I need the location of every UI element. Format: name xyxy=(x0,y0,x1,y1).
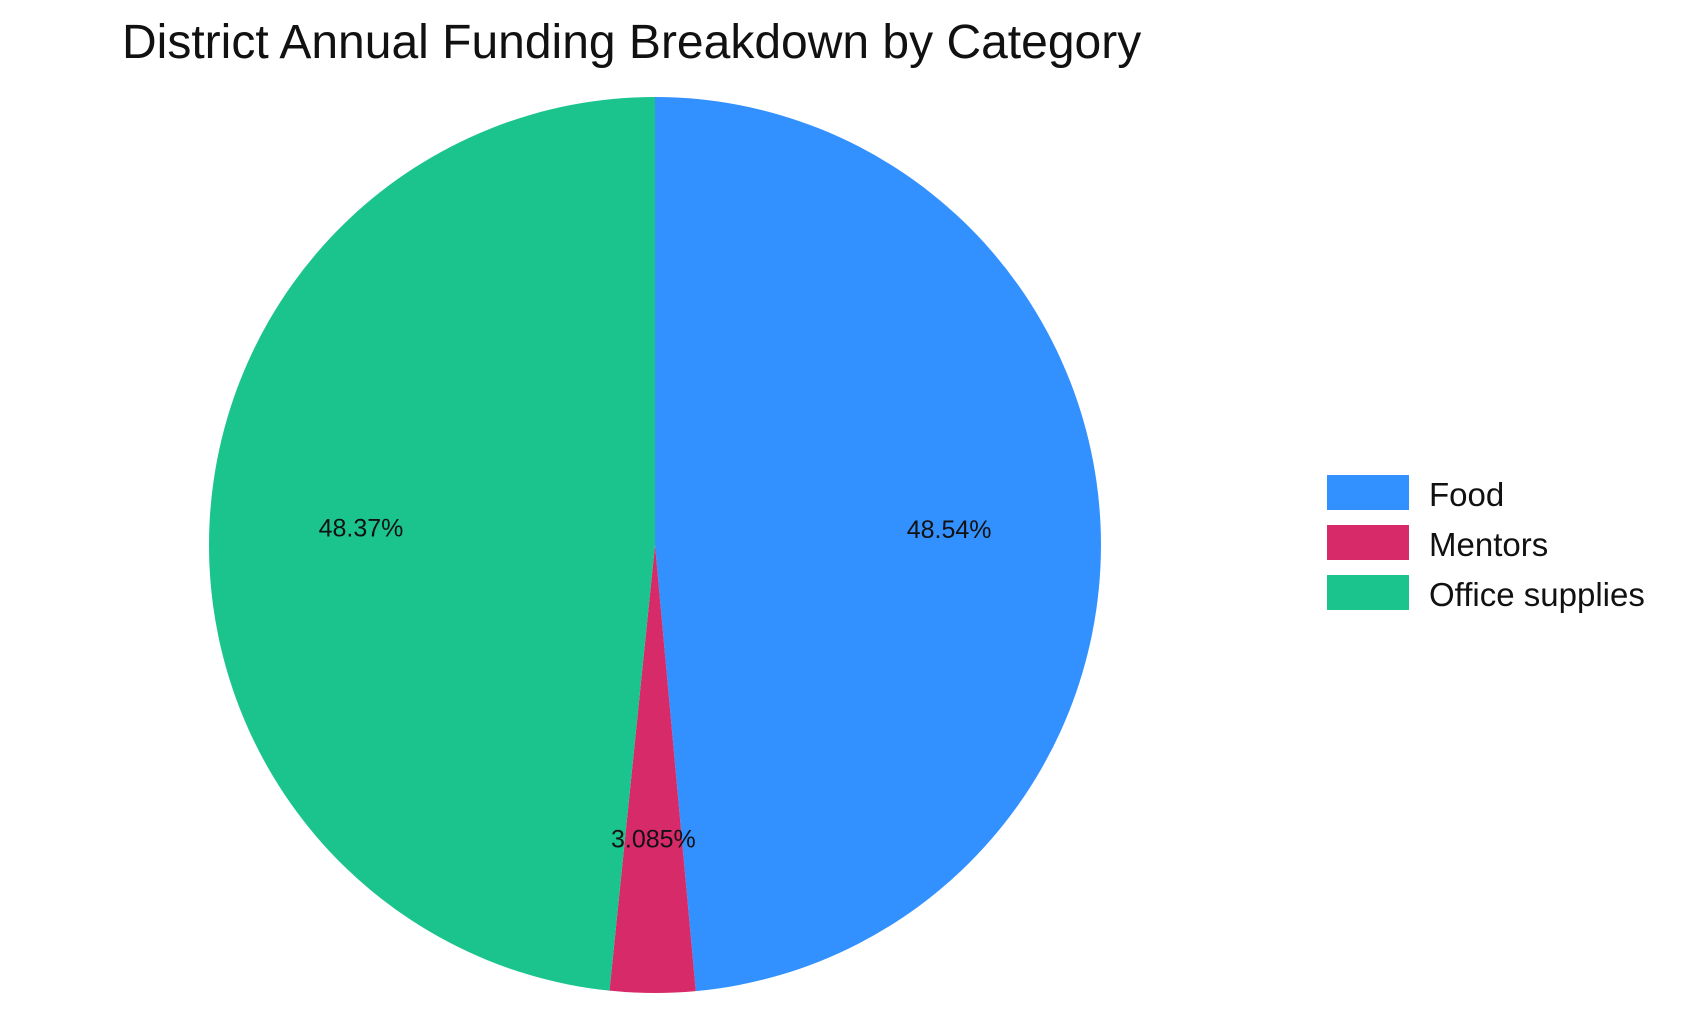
pie-slice-food xyxy=(655,97,1101,992)
legend-label-mentors: Mentors xyxy=(1429,526,1548,563)
legend-item-office-supplies: Office supplies xyxy=(1327,575,1645,613)
legend-label-office-supplies: Office supplies xyxy=(1429,576,1645,613)
legend-label-food: Food xyxy=(1429,476,1504,513)
legend: Food Mentors Office supplies xyxy=(1327,475,1645,613)
data-label-office-supplies: 48.37% xyxy=(319,515,404,543)
pie-slices xyxy=(208,97,1101,993)
pie-data-labels: 48.54% 3.085% 48.37% xyxy=(319,515,992,854)
pie-slice-mentors xyxy=(609,545,696,993)
legend-item-mentors: Mentors xyxy=(1327,525,1548,563)
legend-swatch-mentors xyxy=(1327,525,1409,560)
data-label-food: 48.54% xyxy=(907,516,992,544)
chart-title: District Annual Funding Breakdown by Cat… xyxy=(122,16,1141,69)
data-label-mentors: 3.085% xyxy=(611,825,696,853)
legend-item-food: Food xyxy=(1327,475,1504,513)
pie-slice-office-supplies xyxy=(208,97,655,991)
legend-swatch-food xyxy=(1327,475,1409,510)
legend-swatch-office-supplies xyxy=(1327,575,1409,610)
